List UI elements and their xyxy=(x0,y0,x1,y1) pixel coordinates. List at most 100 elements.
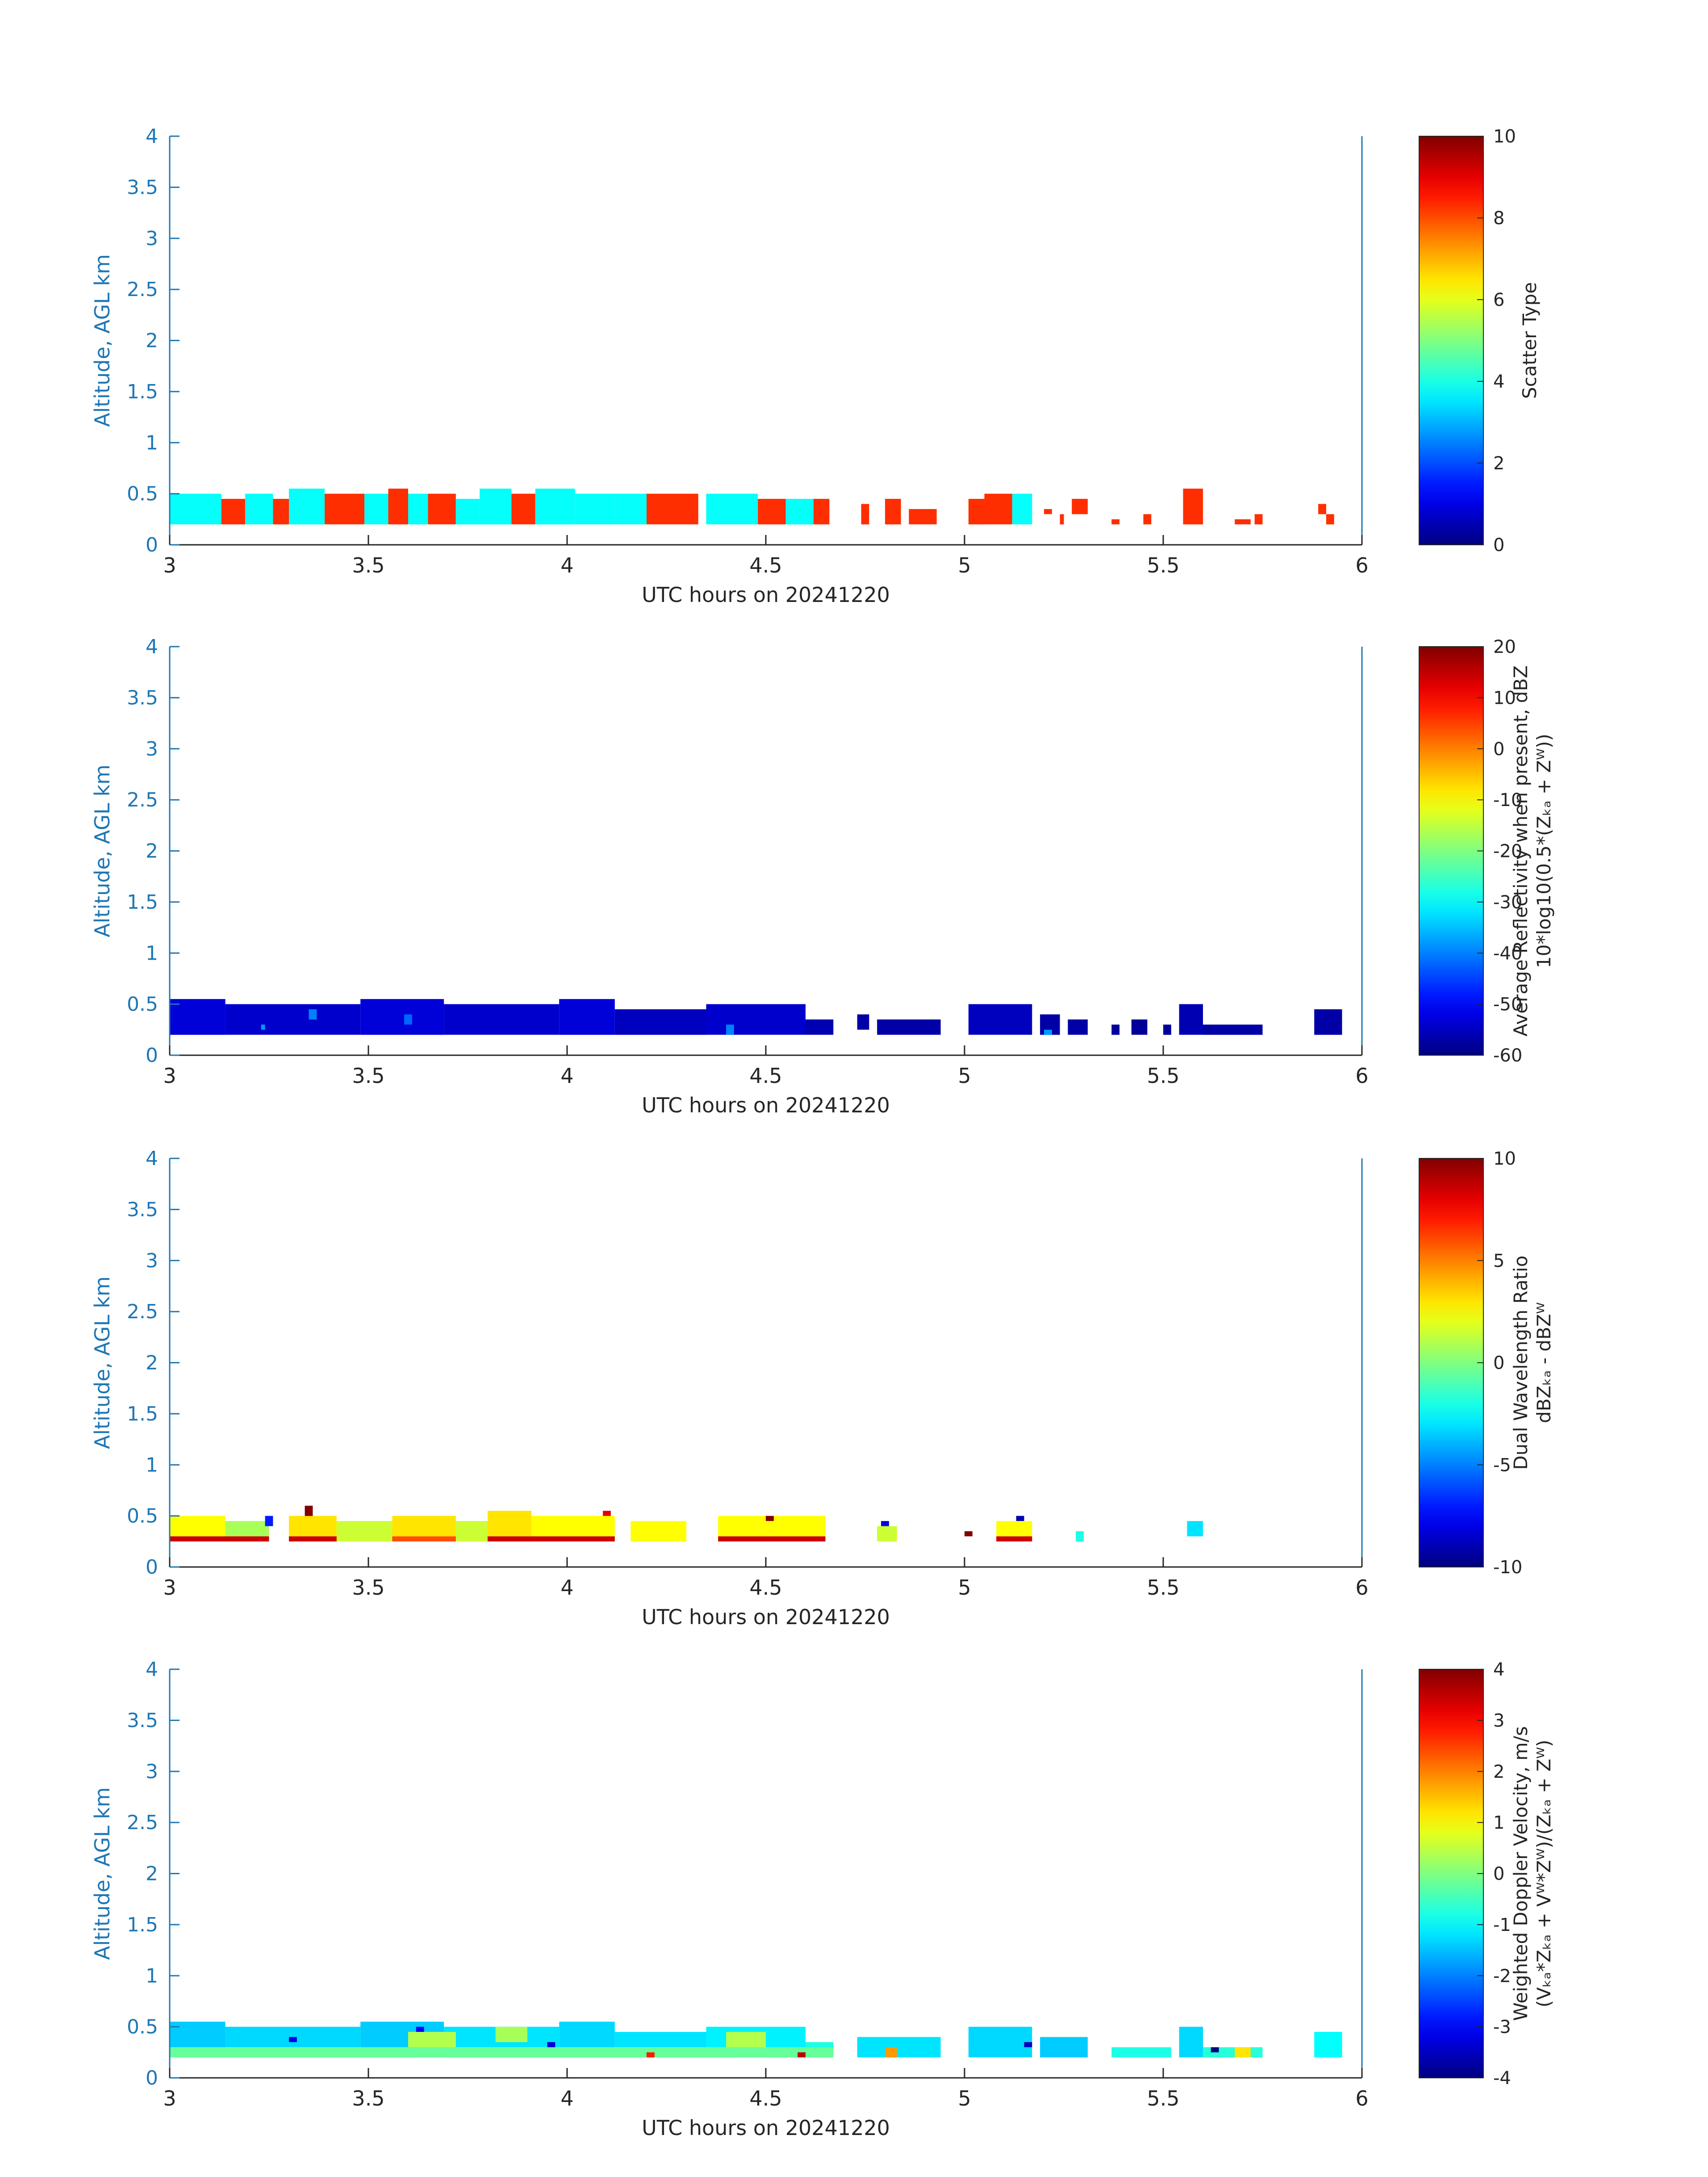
heatmap-cell xyxy=(388,489,408,525)
y-tick-label: 4 xyxy=(146,1147,158,1170)
heatmap-cell xyxy=(1060,514,1064,525)
heatmap-cell xyxy=(1131,1019,1148,1035)
heatmap-cell xyxy=(428,493,456,525)
y-tick-label: 1.5 xyxy=(127,1403,158,1425)
heatmap-cell xyxy=(170,2047,834,2058)
heatmap-cell xyxy=(289,2037,297,2042)
heatmap-cell xyxy=(480,489,512,525)
heatmap-cell xyxy=(785,499,814,525)
heatmap-cell xyxy=(614,2032,706,2047)
y-tick-label: 3 xyxy=(146,1249,158,1272)
heatmap-cell xyxy=(1235,2047,1251,2058)
heatmap-cell xyxy=(559,999,615,1035)
colorbar-tick-label: -10 xyxy=(1493,790,1522,811)
y-tick-label: 3.5 xyxy=(127,1198,158,1221)
colorbar-label: 10*log10(0.5*(Zₖₐ + Zᵂ)) xyxy=(1533,734,1555,968)
x-tick-label: 3 xyxy=(163,2086,176,2110)
x-tick-label: 4 xyxy=(560,2086,573,2110)
x-axis-label: UTC hours on 20241220 xyxy=(642,2116,890,2140)
heatmap-cell xyxy=(360,999,444,1035)
heatmap-cell xyxy=(1179,1004,1203,1035)
heatmap-cell xyxy=(718,1536,826,1542)
x-tick-label: 5 xyxy=(958,553,971,577)
colorbar-label: Weighted Doppler Velocity, m/s xyxy=(1510,1726,1532,2021)
heatmap-cell xyxy=(444,1004,560,1035)
heatmap-cell xyxy=(647,493,698,525)
y-tick-label: 1.5 xyxy=(127,1914,158,1936)
heatmap-cell xyxy=(488,1536,615,1542)
y-tick-label: 3 xyxy=(146,738,158,760)
heatmap-cell xyxy=(455,1521,488,1542)
heatmap-cell xyxy=(535,489,575,525)
heatmap-cell xyxy=(806,1019,834,1035)
colorbar-tick-label: -20 xyxy=(1493,841,1522,862)
y-axis-label: Altitude, AGL km xyxy=(90,254,114,427)
y-tick-label: 2.5 xyxy=(127,278,158,301)
colorbar-label: Dual Wavelength Ratio xyxy=(1510,1255,1532,1470)
heatmap-cell xyxy=(1326,514,1334,525)
y-tick-label: 2.5 xyxy=(127,1300,158,1323)
x-tick-label: 5 xyxy=(958,1575,971,1600)
y-axis-label: Altitude, AGL km xyxy=(90,1787,114,1960)
y-tick-label: 2 xyxy=(146,1352,158,1375)
heatmap-cell xyxy=(726,2032,766,2047)
x-axis-label: UTC hours on 20241220 xyxy=(642,1093,890,1117)
heatmap-cell xyxy=(614,493,647,525)
colorbar-tick-label: 2 xyxy=(1493,453,1504,474)
heatmap-cell xyxy=(968,1004,1032,1035)
heatmap-cell xyxy=(706,493,758,525)
heatmap-cell xyxy=(170,999,226,1035)
y-tick-label: 0 xyxy=(146,534,158,556)
y-tick-label: 0.5 xyxy=(127,483,158,506)
heatmap-cell xyxy=(305,1505,313,1516)
heatmap-cell xyxy=(1068,1019,1088,1035)
heatmap-cell xyxy=(1254,514,1263,525)
heatmap-cell xyxy=(261,1024,265,1030)
y-tick-label: 0 xyxy=(146,1556,158,1579)
heatmap-cell xyxy=(392,1536,456,1542)
x-tick-label: 6 xyxy=(1355,553,1368,577)
x-tick-label: 4 xyxy=(560,1064,573,1088)
y-axis-label: Altitude, AGL km xyxy=(90,765,114,937)
colorbar-tick-label: -10 xyxy=(1493,1557,1522,1578)
x-tick-label: 4 xyxy=(560,1575,573,1600)
x-tick-label: 3 xyxy=(163,553,176,577)
heatmap-cell xyxy=(289,489,325,525)
colorbar xyxy=(1419,1158,1484,1567)
x-tick-label: 5 xyxy=(958,1064,971,1088)
x-tick-label: 5 xyxy=(958,2086,971,2110)
colorbar-tick-label: 8 xyxy=(1493,208,1504,229)
heatmap-cell xyxy=(408,2032,456,2047)
y-tick-label: 1.5 xyxy=(127,380,158,403)
heatmap-cell xyxy=(1235,519,1251,525)
y-tick-label: 0.5 xyxy=(127,2016,158,2039)
heatmap-cell xyxy=(1076,1531,1084,1542)
heatmap-cell xyxy=(547,2042,555,2047)
x-tick-label: 6 xyxy=(1355,1575,1368,1600)
heatmap-cell xyxy=(559,2022,615,2047)
heatmap-cell xyxy=(170,2022,226,2047)
heatmap-cell xyxy=(758,499,786,525)
y-tick-label: 2 xyxy=(146,840,158,863)
heatmap-cell xyxy=(488,1511,531,1542)
heatmap-cell xyxy=(364,493,388,525)
y-tick-label: 1 xyxy=(146,1964,158,1987)
heatmap-cell xyxy=(273,499,289,525)
x-tick-label: 3.5 xyxy=(352,553,384,577)
x-tick-label: 5.5 xyxy=(1147,1575,1179,1600)
y-tick-label: 1 xyxy=(146,1454,158,1476)
y-tick-label: 3 xyxy=(146,1760,158,1783)
heatmap-cell xyxy=(1187,1521,1203,1537)
x-tick-label: 3 xyxy=(163,1064,176,1088)
y-tick-label: 3.5 xyxy=(127,686,158,709)
heatmap-cell xyxy=(1163,1024,1171,1035)
heatmap-cell xyxy=(1143,514,1152,525)
colorbar-tick-label: 3 xyxy=(1493,1710,1504,1731)
heatmap-cell xyxy=(861,504,869,525)
y-tick-label: 0 xyxy=(146,2067,158,2089)
colorbar-tick-label: 20 xyxy=(1493,637,1516,657)
colorbar-tick-label: -50 xyxy=(1493,994,1522,1015)
colorbar xyxy=(1419,646,1484,1056)
panel-2: 0 0.5 1 1.5 2 2.5 3 3.5 4 3 3.5 4 4.5 5 5.5 6 UTC hours … xyxy=(90,635,1555,1117)
heatmap-cell xyxy=(170,493,221,525)
